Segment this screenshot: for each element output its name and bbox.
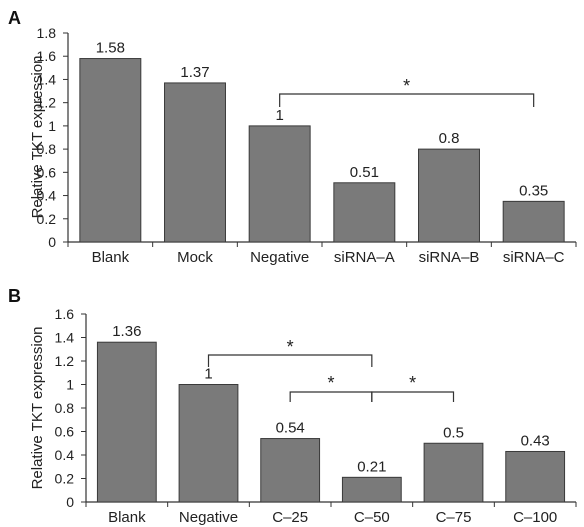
data-label: 0.35 [519, 182, 548, 199]
significance-marker: * [287, 337, 294, 357]
y-tick-label: 1.8 [37, 25, 57, 41]
bar [260, 438, 321, 503]
y-tick-label: 0.2 [55, 471, 75, 487]
y-axis-label: Relative TKT expression [29, 327, 46, 490]
bar [418, 148, 480, 243]
bar [178, 384, 239, 503]
y-tick-label: 0 [48, 234, 56, 250]
bar [423, 442, 484, 503]
panel-label: A [8, 8, 21, 28]
bar [164, 82, 226, 243]
y-tick-label: 0.8 [55, 400, 75, 416]
significance-bracket [207, 354, 373, 367]
y-tick-label: 0.4 [55, 447, 75, 463]
y-tick-label: 1.2 [37, 95, 57, 111]
significance-bracket [289, 391, 373, 402]
x-tick-label: C–75 [436, 509, 472, 526]
data-label: 0.43 [521, 432, 550, 449]
y-tick-label: 0.6 [37, 164, 57, 180]
significance-marker: * [409, 373, 416, 393]
panel-label: B [8, 286, 21, 306]
y-axis-label: Relative TKT expression [29, 56, 46, 219]
bar [505, 450, 566, 503]
y-tick-label: 1.2 [55, 353, 75, 369]
data-label: 1.37 [180, 64, 209, 81]
y-tick-label: 1.4 [55, 330, 75, 346]
x-tick-label: siRNA–A [334, 249, 395, 266]
y-tick-label: 1 [48, 118, 56, 134]
x-tick-label: C–50 [354, 509, 390, 526]
bar [248, 125, 311, 243]
bar [333, 182, 396, 243]
x-tick-label: Blank [92, 249, 130, 266]
data-label: 1 [275, 107, 283, 124]
x-tick-label: Negative [250, 249, 309, 266]
y-tick-label: 0 [66, 494, 74, 510]
panel-b: B Relative TKT expression 0 0.2 0.4 0.6 0.8 1 1.… [8, 286, 577, 526]
data-label: 1.58 [96, 40, 125, 57]
data-label: 1.36 [112, 323, 141, 340]
y-tick-label: 1.4 [37, 71, 57, 87]
y-tick-label: 1.6 [55, 306, 75, 322]
significance-marker: * [327, 373, 334, 393]
bar [96, 341, 157, 503]
x-tick-label: Mock [177, 249, 213, 266]
significance-bracket [371, 391, 455, 402]
data-label: 0.5 [443, 424, 464, 441]
y-tick-label: 1.6 [37, 48, 57, 64]
data-label: 0.8 [439, 130, 460, 147]
bar [341, 476, 402, 503]
y-tick-label: 0.2 [37, 211, 57, 227]
significance-marker: * [403, 76, 410, 96]
x-tick-label: siRNA–C [503, 249, 565, 266]
y-tick-label: 0.4 [37, 188, 57, 204]
x-tick-label: Blank [108, 509, 146, 526]
significance-bracket [279, 93, 535, 107]
data-label: 0.54 [276, 420, 305, 437]
y-tick-label: 0.6 [55, 424, 75, 440]
x-tick-label: Negative [179, 509, 238, 526]
bar [79, 58, 142, 243]
x-tick-label: C–25 [272, 509, 308, 526]
data-label: 1 [204, 366, 212, 383]
data-label: 0.21 [357, 458, 386, 475]
y-tick-label: 0.8 [37, 141, 57, 157]
bar [502, 200, 565, 243]
y-tick-label: 1 [66, 377, 74, 393]
x-tick-label: C–100 [513, 509, 557, 526]
data-label: 0.51 [350, 164, 379, 181]
x-tick-label: siRNA–B [419, 249, 480, 266]
